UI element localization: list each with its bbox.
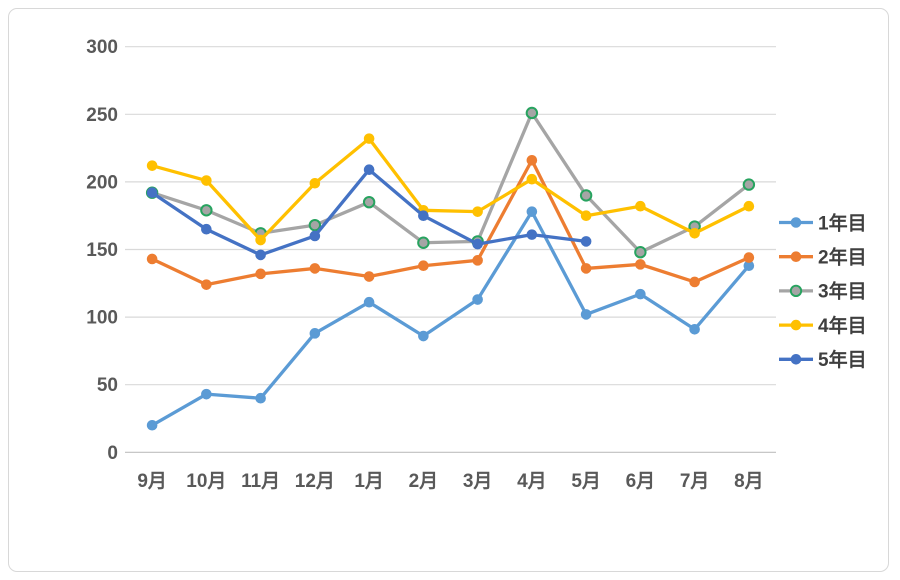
legend-marker-icon: [790, 354, 802, 365]
series-4-marker: [201, 175, 212, 186]
series-1-marker: [689, 323, 700, 335]
x-tick-label-2: 10月: [186, 471, 226, 492]
series-3-marker: [525, 106, 539, 120]
series-4-marker: [580, 210, 592, 221]
x-tick-label-6: 2月: [409, 471, 439, 492]
legend-label: 5年目: [818, 348, 867, 371]
y-tick-label-300: 300: [86, 37, 118, 58]
series-1-marker: [418, 330, 429, 342]
legend-item-2[interactable]: 2年目: [779, 246, 867, 269]
series-2-marker: [635, 259, 646, 270]
series-4-marker: [635, 200, 646, 212]
x-tick-label-10: 6月: [626, 471, 656, 492]
series-5-marker: [418, 210, 429, 221]
x-tick-label-12: 8月: [734, 471, 764, 492]
y-tick-label-100: 100: [86, 308, 118, 329]
series-2-marker: [472, 255, 483, 266]
y-tick-label-250: 250: [86, 105, 118, 126]
series-2-marker: [146, 253, 158, 265]
series-3-marker: [417, 236, 430, 249]
legend-marker-icon: [789, 284, 803, 298]
series-2-marker: [689, 276, 700, 288]
series-3-marker: [362, 195, 376, 209]
x-tick-label-7: 3月: [463, 471, 493, 492]
series-line-2: [150, 158, 751, 287]
legend-marker-icon: [790, 251, 802, 263]
series-5-marker: [526, 229, 538, 240]
series-5-marker: [201, 223, 212, 235]
series-line-4: [150, 136, 751, 242]
series-4-marker: [743, 200, 755, 212]
legend-item-3[interactable]: 3年目: [779, 280, 867, 303]
legend-marker-icon: [790, 217, 802, 228]
series-1-marker: [309, 328, 321, 339]
series-4-marker: [255, 234, 266, 246]
series-2-marker: [743, 252, 755, 263]
y-tick-label-0: 0: [107, 443, 118, 464]
series-2-marker: [418, 260, 429, 272]
series-5-marker: [309, 230, 321, 242]
series-1-marker: [635, 288, 646, 300]
series-1-marker: [526, 206, 538, 217]
series-4-marker: [309, 177, 321, 189]
y-tick-label-50: 50: [97, 375, 118, 396]
x-tick-label-5: 1月: [354, 471, 384, 492]
series-3-marker: [579, 189, 593, 202]
series-5-marker: [472, 238, 483, 250]
series-2-marker: [309, 263, 321, 274]
series-4-marker: [146, 160, 158, 171]
series-2-marker: [580, 263, 592, 274]
series-3-marker: [742, 178, 756, 191]
x-tick-label-9: 5月: [571, 471, 601, 492]
legend-label: 1年目: [818, 211, 867, 234]
series-5-marker: [363, 164, 375, 176]
y-tick-label-150: 150: [86, 240, 118, 261]
series-3-marker: [634, 246, 647, 259]
series-4-marker: [689, 227, 700, 239]
legend-item-4[interactable]: 4年目: [779, 314, 867, 337]
series-2-marker: [255, 268, 266, 280]
series-4-marker: [363, 133, 375, 144]
series-1-marker: [580, 309, 592, 320]
series-4-marker: [526, 173, 538, 185]
x-tick-label-3: 11月: [241, 471, 280, 492]
series-1-marker: [472, 294, 483, 305]
chart-frame: [8, 8, 889, 572]
legend-item-5[interactable]: 5年目: [779, 348, 867, 371]
series-1-marker: [255, 392, 266, 404]
series-line-1: [150, 209, 751, 427]
series-2-marker: [526, 154, 538, 166]
legend-label: 3年目: [818, 280, 867, 303]
series-1-marker: [363, 296, 375, 308]
legend-item-1[interactable]: 1年目: [779, 211, 867, 234]
x-tick-label-11: 7月: [680, 471, 710, 492]
legend-label: 4年目: [818, 314, 867, 337]
series-4-marker: [472, 206, 483, 217]
legend-label: 2年目: [818, 246, 867, 269]
series-5-marker: [146, 187, 158, 199]
x-tick-label-8: 4月: [517, 471, 547, 492]
series-1-marker: [146, 419, 158, 431]
x-tick-label-4: 12月: [295, 471, 335, 492]
series-1-marker: [201, 388, 212, 400]
series-2-marker: [363, 271, 375, 282]
series-3-marker: [308, 218, 322, 232]
y-tick-label-200: 200: [86, 172, 118, 193]
series-5-marker: [255, 249, 266, 261]
series-2-marker: [201, 279, 212, 290]
legend-marker-icon: [790, 319, 802, 331]
x-tick-label-1: 9月: [137, 471, 167, 492]
series-5-marker: [580, 236, 592, 247]
series-3-marker: [200, 204, 213, 217]
